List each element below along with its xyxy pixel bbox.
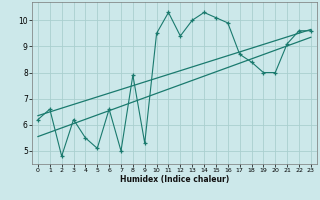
X-axis label: Humidex (Indice chaleur): Humidex (Indice chaleur) (120, 175, 229, 184)
